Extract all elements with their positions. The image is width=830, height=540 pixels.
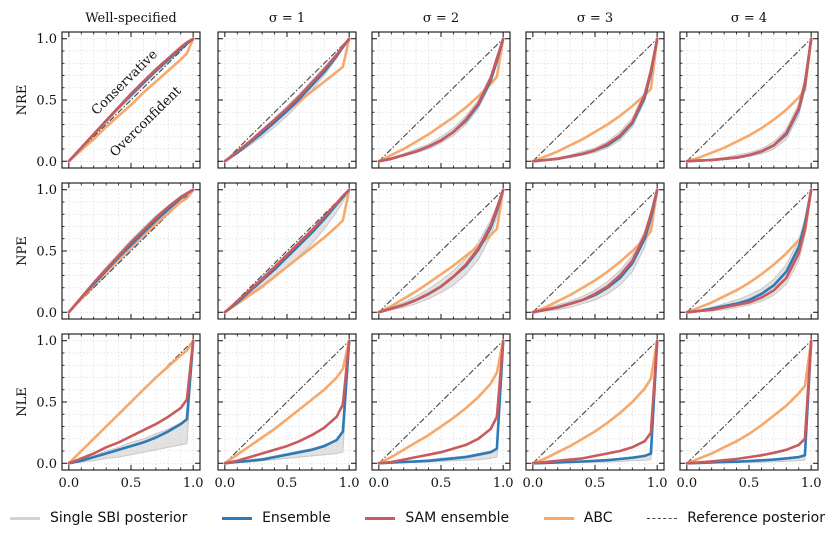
y-tick-label: 0.5 xyxy=(36,396,57,411)
legend-swatch-reference xyxy=(647,517,678,519)
column-title: σ = 3 xyxy=(577,11,613,26)
x-tick-label: 0.5 xyxy=(277,476,298,491)
x-tick-label: 0.5 xyxy=(739,476,760,491)
panel-npe-1 xyxy=(217,182,357,320)
sam-ensemble-line xyxy=(685,37,813,163)
single-sbi-band xyxy=(68,340,194,464)
x-tick-label: 1.0 xyxy=(647,476,668,491)
x-tick-label: 0.5 xyxy=(585,476,606,491)
panel-nle-3: 0.0 0.5 1.0 xyxy=(522,333,668,491)
panel-npe-2 xyxy=(371,182,511,320)
sam-ensemble-line xyxy=(377,188,505,314)
abc-line xyxy=(377,339,505,465)
panel-nle-0: 0.0 0.5 1.0 0.0 0.5 1.0 xyxy=(36,333,204,491)
column-title: Well-specified xyxy=(85,11,177,26)
row-label: NRE xyxy=(15,85,30,116)
x-tick-label: 0.5 xyxy=(121,476,142,491)
legend-item-single: Single SBI posterior xyxy=(10,510,187,526)
single-sbi-band xyxy=(686,189,812,313)
sam-ensemble-line xyxy=(685,339,813,465)
panel-nle-2: 0.0 0.5 1.0 xyxy=(368,333,514,491)
abc-line xyxy=(531,339,659,465)
sam-ensemble-line xyxy=(223,339,351,465)
panel-nre-3 xyxy=(525,31,665,169)
legend-label-reference: Reference posterior xyxy=(687,510,825,526)
sam-ensemble-line xyxy=(531,37,659,163)
sam-ensemble-line xyxy=(531,188,659,314)
sam-ensemble-line xyxy=(223,37,351,163)
single-sbi-line xyxy=(378,189,504,313)
abc-line xyxy=(223,188,351,314)
x-tick-label: 0.0 xyxy=(522,476,543,491)
calibration-figure: Well-specified σ = 1 σ = 2 σ = 3 σ = 4 NRE NPE… xyxy=(15,11,822,491)
legend-label-abc: ABC xyxy=(583,510,613,526)
y-tick-label: 0.5 xyxy=(36,94,57,109)
panel-nre-1 xyxy=(217,31,357,169)
abc-line xyxy=(67,339,195,465)
sam-ensemble-line xyxy=(67,339,195,465)
column-title: σ = 1 xyxy=(269,11,305,26)
x-tick-label: 1.0 xyxy=(493,476,514,491)
abc-line xyxy=(377,37,505,163)
ensemble-line xyxy=(531,339,659,465)
single-sbi-line xyxy=(68,340,194,464)
x-tick-label: 0.0 xyxy=(58,476,79,491)
y-tick-label: 0.0 xyxy=(36,306,57,321)
single-sbi-line xyxy=(532,189,658,313)
ensemble-line xyxy=(223,339,351,465)
ensemble-line xyxy=(67,339,195,465)
legend-label-single: Single SBI posterior xyxy=(50,510,188,526)
sam-ensemble-line xyxy=(377,37,505,163)
x-tick-label: 1.0 xyxy=(183,476,204,491)
column-title: σ = 2 xyxy=(423,11,459,26)
column-title: σ = 4 xyxy=(731,11,767,26)
legend-item-ensemble: Ensemble xyxy=(222,510,331,526)
sam-ensemble-line xyxy=(67,37,195,163)
row-label: NLE xyxy=(15,387,30,417)
legend-swatch-sam xyxy=(365,516,396,520)
abc-line xyxy=(377,188,505,314)
legend-item-sam: SAM ensemble xyxy=(365,510,509,526)
legend-item-abc: ABC xyxy=(543,510,613,526)
sam-ensemble-line xyxy=(531,339,659,465)
legend-swatch-ensemble xyxy=(222,516,253,520)
abc-line xyxy=(67,37,195,163)
legend-swatch-single xyxy=(10,516,40,520)
panel-nre-2 xyxy=(371,31,511,169)
x-tick-label: 1.0 xyxy=(801,476,822,491)
legend-swatch-abc xyxy=(543,516,574,520)
panel-nle-4: 0.0 0.5 1.0 xyxy=(676,333,822,491)
single-sbi-band xyxy=(224,340,350,464)
x-tick-label: 0.0 xyxy=(368,476,389,491)
panel-nle-1: 0.0 0.5 1.0 xyxy=(214,333,360,491)
legend: Single SBI posterior Ensemble SAM ensemb… xyxy=(10,506,825,530)
abc-line xyxy=(223,339,351,465)
y-tick-label: 0.0 xyxy=(36,155,57,170)
legend-item-reference: Reference posterior xyxy=(647,510,825,526)
x-tick-label: 0.5 xyxy=(431,476,452,491)
panel-npe-3 xyxy=(525,182,665,320)
y-tick-label: 0.0 xyxy=(36,457,57,472)
sam-ensemble-line xyxy=(685,188,813,314)
ensemble-line xyxy=(377,339,505,465)
panel-npe-0: 0.0 0.5 1.0 xyxy=(36,182,201,321)
x-tick-label: 0.0 xyxy=(214,476,235,491)
y-tick-label: 0.5 xyxy=(36,245,57,260)
legend-label-sam: SAM ensemble xyxy=(405,510,510,526)
sam-ensemble-line xyxy=(223,188,351,314)
abc-line xyxy=(685,37,813,163)
sam-ensemble-line xyxy=(377,339,505,465)
y-tick-label: 1.0 xyxy=(36,334,57,349)
panel-npe-4 xyxy=(679,182,819,320)
row-label: NPE xyxy=(15,236,30,266)
legend-label-ensemble: Ensemble xyxy=(262,510,331,526)
abc-line xyxy=(685,339,813,465)
panel-nre-4 xyxy=(679,31,819,169)
y-tick-label: 1.0 xyxy=(36,183,57,198)
x-tick-label: 1.0 xyxy=(339,476,360,491)
y-tick-label: 1.0 xyxy=(36,32,57,47)
sam-ensemble-line xyxy=(67,188,195,314)
x-tick-label: 0.0 xyxy=(676,476,697,491)
